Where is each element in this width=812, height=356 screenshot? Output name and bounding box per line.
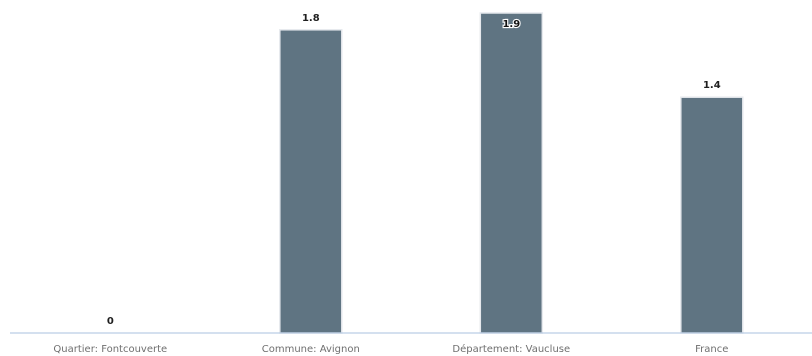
bar-1 [279,29,343,334]
x-tick-labels: Quartier: Fontcouverte Commune: Avignon Dé… [53,343,728,355]
data-label-3: 1.4 [703,80,721,91]
data-label-2: 1.9 [502,19,520,30]
bar-2 [479,12,544,334]
x-tick-label-1: Commune: Avignon [262,344,360,355]
data-label-1: 1.8 [302,13,320,24]
x-tick-label-0: Quartier: Fontcouverte [53,344,167,355]
bars-layer [279,12,744,334]
data-label-0: 0 [107,316,114,327]
bar-3 [680,96,744,334]
x-tick-label-2: Département: Vaucluse [452,343,570,355]
x-tick-label-3: France [695,344,728,355]
data-labels-layer: 0 1.8 1.9 1.4 [107,13,721,327]
